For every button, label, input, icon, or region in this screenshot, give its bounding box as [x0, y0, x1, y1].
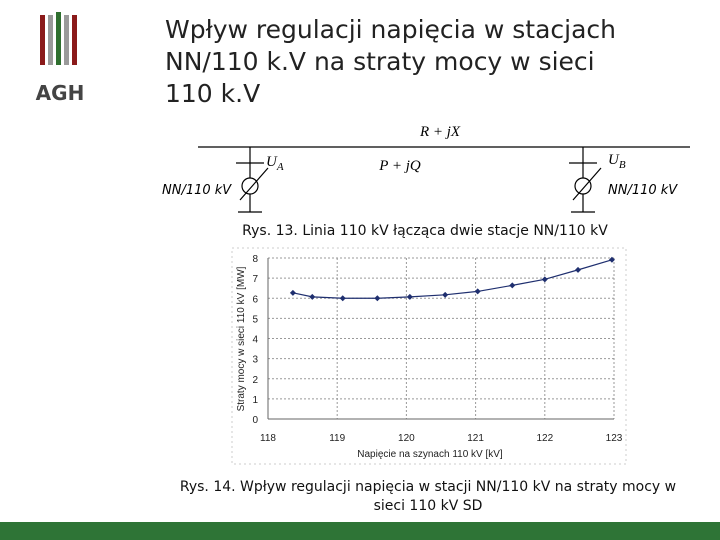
logo-text: AGH [36, 81, 85, 105]
x-tick-label: 121 [467, 433, 484, 444]
y-tick-label: 6 [252, 294, 258, 305]
station-label: NN/110 kV [162, 183, 232, 198]
figure-caption: Rys. 14. Wpływ regulacji napięcia w stac… [180, 479, 676, 495]
voltage-b: UB [608, 152, 626, 171]
x-axis-label: Napięcie na szynach 110 kV [kV] [357, 449, 503, 460]
figure-caption: Rys. 13. Linia 110 kV łącząca dwie stacj… [242, 223, 608, 239]
title-line: Wpływ regulacji napięcia w stacjach [165, 15, 616, 44]
footer-bar [0, 522, 720, 540]
data-point [289, 289, 296, 296]
data-point [474, 288, 481, 295]
y-tick-label: 3 [252, 355, 258, 366]
logo-bar [56, 12, 61, 65]
voltage-subscript: A [276, 161, 284, 173]
x-tick-label: 123 [606, 433, 623, 444]
y-axis-label: Straty mocy w sieci 110 kV [MW] [236, 266, 247, 411]
data-point [541, 276, 548, 283]
data-point [374, 295, 381, 302]
data-point [406, 293, 413, 300]
y-tick-label: 1 [252, 395, 258, 406]
y-tick-label: 5 [252, 314, 258, 325]
voltage-subscript: B [619, 159, 626, 171]
plot-frame [231, 247, 627, 465]
voltage-a: UA [266, 154, 284, 173]
circuit [198, 146, 690, 213]
figure-caption: sieci 110 kV SD [374, 498, 483, 514]
logo-bar [48, 15, 53, 65]
impedance-label: R + jX [419, 124, 461, 140]
title-line: NN/110 k.V na straty mocy w sieci [165, 47, 595, 76]
data-point [608, 256, 615, 263]
data-point [575, 266, 582, 273]
power-label: P + jQ [378, 158, 421, 174]
logo-bar [64, 15, 69, 65]
logo: AGH [36, 12, 85, 105]
logo-bar [40, 15, 45, 65]
voltage-symbol: U [266, 154, 278, 170]
voltage-symbol: U [608, 152, 620, 168]
data-point [509, 282, 516, 289]
data-line [292, 259, 613, 299]
data-point [442, 291, 449, 298]
x-tick-label: 118 [260, 433, 276, 444]
y-tick-label: 8 [252, 254, 258, 265]
y-tick-label: 2 [252, 375, 258, 386]
title-line: 110 k.V [165, 79, 260, 108]
y-tick-label: 0 [252, 415, 258, 426]
data-point [339, 295, 346, 302]
y-tick-label: 4 [252, 335, 258, 346]
x-tick-label: 120 [398, 433, 415, 444]
logo-bar [72, 15, 77, 65]
station-label: NN/110 kV [608, 183, 678, 198]
x-tick-label: 119 [329, 433, 345, 444]
x-tick-label: 122 [536, 433, 553, 444]
y-tick-label: 7 [252, 274, 258, 285]
data-point [309, 293, 316, 300]
